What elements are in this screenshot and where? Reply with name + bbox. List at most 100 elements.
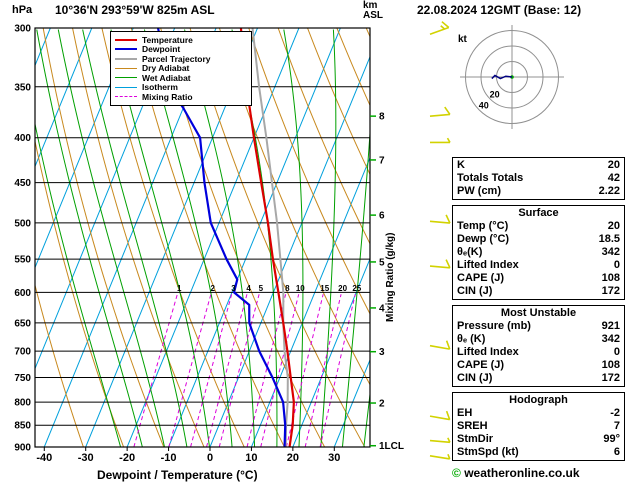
info-panel-indices: K 20 Totals Totals 42 PW (cm) 2.22	[452, 157, 625, 200]
row-label: θₑ (K)	[457, 333, 486, 345]
row-value: 99°	[603, 433, 620, 445]
row-value: 342	[601, 333, 620, 345]
row-value: 6	[613, 446, 620, 458]
panel-row: Lifted Index 0	[457, 346, 620, 359]
panel-row: EH -2	[457, 407, 620, 420]
dry-adiabat-line	[218, 28, 370, 386]
panel-title: Surface	[518, 207, 559, 219]
panel-row: Totals Totals 42	[457, 172, 620, 185]
wet-adiabat-line	[283, 29, 304, 447]
dry-adiabat-line	[42, 28, 165, 447]
panel-row: Temp (°C) 20	[457, 220, 620, 233]
wind-barb	[429, 437, 451, 444]
x-axis-label: Dewpoint / Temperature (°C)	[97, 468, 258, 482]
altitude-axis-unit: km ASL	[363, 1, 383, 21]
row-label: SREH	[457, 420, 488, 432]
legend-item-label: Dewpoint	[142, 44, 181, 55]
legend-item: Dewpoint	[115, 44, 247, 55]
km-tick-label: 2	[379, 399, 385, 410]
row-value: 20	[607, 220, 620, 232]
km-tick-label: 7	[379, 155, 385, 166]
row-label: CIN (J)	[457, 372, 493, 384]
pressure-tick-label: 350	[14, 82, 31, 93]
altitude-axis-unit-asl: ASL	[363, 10, 383, 21]
mixing-ratio-value: 10	[296, 284, 305, 293]
isotherm-line	[292, 257, 370, 447]
row-label: Totals Totals	[457, 172, 524, 184]
pressure-tick-label: 300	[14, 24, 31, 35]
x-tick-label: 0	[207, 452, 213, 464]
station-title: 10°36'N 293°59'W 825m ASL	[55, 3, 215, 17]
row-label: CAPE (J)	[457, 272, 505, 284]
panel-title: Most Unstable	[500, 307, 577, 319]
mixing-ratio-value: 1	[177, 284, 182, 293]
x-tick-label: -40	[36, 452, 52, 464]
isotherm-line	[35, 28, 134, 269]
row-label: CIN (J)	[457, 285, 493, 297]
x-tick-label: 20	[287, 452, 299, 464]
row-value: 2.22	[598, 185, 620, 197]
panel-row: SREH 7	[457, 420, 620, 433]
isotherm-line	[35, 28, 93, 168]
row-label: Temp (°C)	[457, 220, 509, 232]
pressure-tick-label: 900	[14, 443, 31, 454]
pressure-tick-label: 700	[14, 347, 31, 358]
legend-line-sample	[115, 57, 137, 60]
legend-item-label: Wet Adiabat	[142, 72, 191, 83]
row-value: 18.5	[598, 233, 620, 245]
legend-item-label: Dry Adiabat	[142, 63, 190, 74]
row-label: Lifted Index	[457, 259, 519, 271]
pressure-tick-label: 550	[14, 255, 31, 266]
mixing-ratio-value: 20	[338, 284, 347, 293]
row-label: K	[457, 159, 465, 171]
panel-row: PW (cm) 2.22	[457, 185, 620, 198]
legend-line-sample	[115, 77, 137, 79]
row-value: 342	[601, 246, 620, 258]
wind-barb	[429, 21, 450, 36]
pressure-axis-unit: hPa	[12, 4, 33, 16]
mixing-ratio-value: 5	[259, 284, 264, 293]
info-panel-hodograph: Hodograph EH -2 SREH 7 StmDir 99° StmSpd (kt) 6	[452, 392, 625, 461]
pressure-tick-label: 400	[14, 133, 31, 144]
legend-line-sample	[115, 86, 137, 88]
wet-adiabat-line	[82, 29, 188, 447]
row-value: 108	[601, 272, 620, 284]
dewpoint-curve	[156, 28, 287, 447]
panel-row: StmSpd (kt) 6	[457, 446, 620, 459]
hodograph-trace	[491, 74, 513, 80]
temperature-curve	[239, 28, 295, 447]
info-panel-most-unstable: Most Unstable Pressure (mb) 921 θₑ (K) 342 Li…	[452, 305, 625, 387]
wind-barb	[429, 106, 451, 117]
row-value: -2	[610, 407, 620, 419]
altitude-axis-unit-km: km	[363, 0, 378, 11]
dry-adiabat-line	[35, 283, 84, 447]
legend-item-label: Temperature	[142, 34, 193, 45]
legend-item-label: Parcel Trajectory	[142, 53, 211, 64]
x-tick-label: -10	[161, 452, 177, 464]
row-label: Dewp (°C)	[457, 233, 510, 245]
legend-line-sample	[115, 48, 137, 51]
x-tick-label: -30	[78, 452, 94, 464]
km-tick-label: 5	[379, 257, 385, 268]
row-value: 0	[613, 346, 620, 358]
row-label: θₑ(K)	[457, 246, 483, 258]
mixing-ratio-value: 25	[352, 284, 361, 293]
pressure-tick-label: 450	[14, 178, 31, 189]
pressure-tick-label: 850	[14, 421, 31, 432]
x-tick-label: 30	[328, 452, 340, 464]
x-tick-label: -20	[119, 452, 135, 464]
parcel-trajectory-curve	[251, 28, 289, 447]
mixing-ratio-axis-label: Mixing Ratio (g/kg)	[385, 232, 396, 322]
dry-adiabat-line	[189, 28, 366, 447]
panel-row: Dewp (°C) 18.5	[457, 233, 620, 246]
isotherm-line	[0, 28, 9, 447]
km-tick-label: 6	[379, 211, 385, 222]
row-label: EH	[457, 407, 473, 419]
dry-adiabat-line	[248, 28, 370, 315]
legend-line-sample	[115, 67, 137, 69]
copyright: © weatheronline.co.uk	[452, 466, 580, 480]
wind-barb	[429, 259, 451, 269]
legend-item-label: Isotherm	[142, 82, 178, 93]
